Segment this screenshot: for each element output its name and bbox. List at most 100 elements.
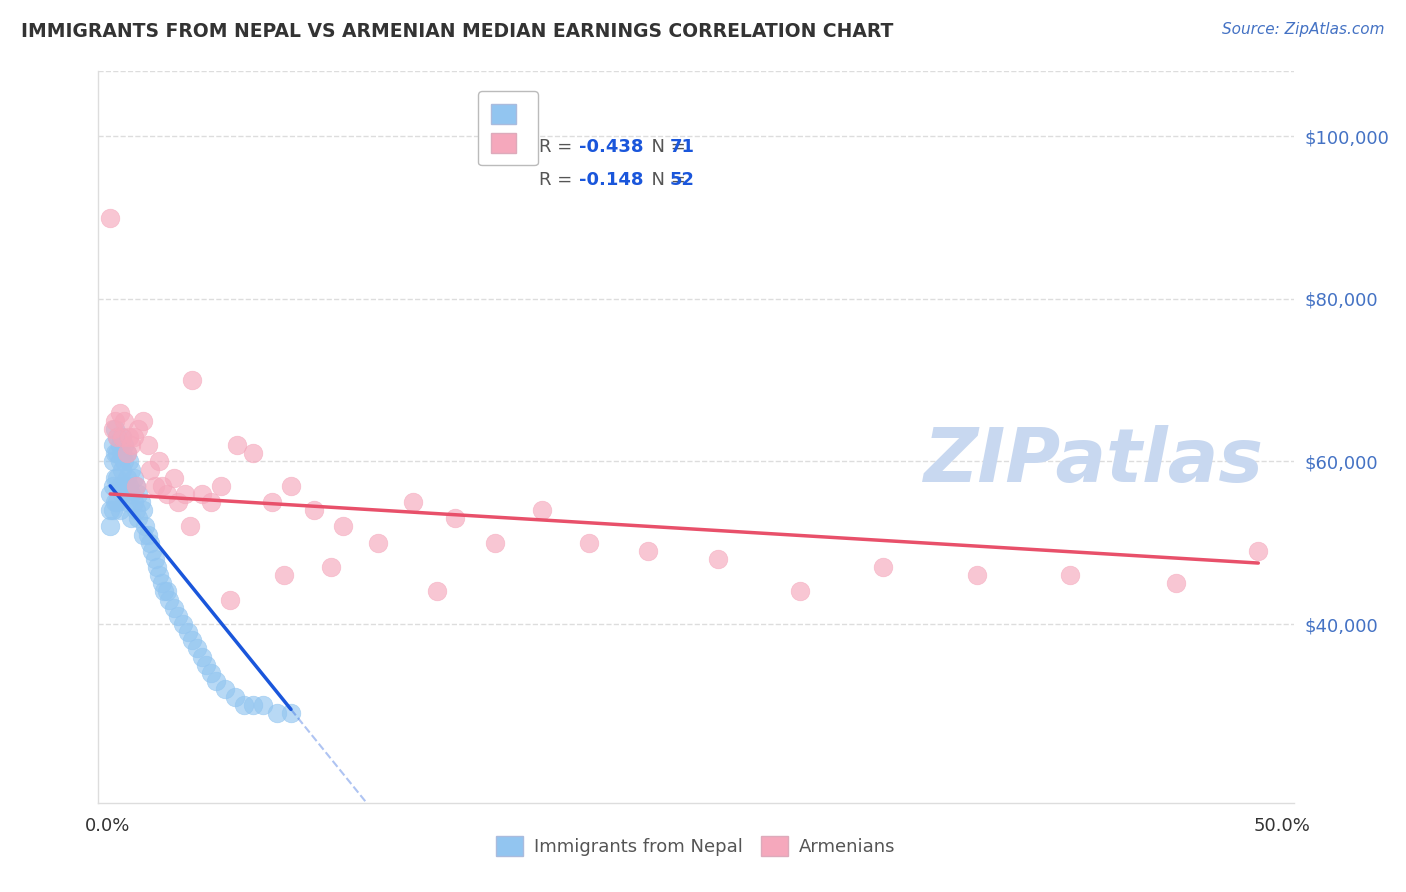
Point [108, 479, 131, 493]
Point [319, 560, 342, 574]
Point [101, 454, 124, 468]
Point [167, 495, 190, 509]
Point [195, 657, 218, 672]
Point [118, 430, 141, 444]
Point [304, 503, 326, 517]
Point [108, 503, 131, 517]
Point [444, 511, 467, 525]
Point [219, 592, 242, 607]
Point [139, 462, 162, 476]
Point [143, 479, 166, 493]
Point [132, 414, 155, 428]
Point [101, 479, 124, 493]
Point [125, 503, 148, 517]
Point [101, 503, 124, 517]
Text: -0.148: -0.148 [579, 170, 643, 189]
Point [262, 495, 284, 509]
Point [242, 698, 264, 713]
Point [105, 471, 128, 485]
Point [115, 495, 138, 509]
Point [112, 454, 135, 468]
Text: R =: R = [540, 138, 578, 156]
Point [118, 454, 141, 468]
Point [120, 438, 142, 452]
Point [104, 471, 127, 485]
Point [181, 373, 204, 387]
Point [172, 617, 194, 632]
Point [122, 430, 145, 444]
Point [108, 438, 131, 452]
Point [252, 698, 274, 713]
Point [105, 430, 128, 444]
Point [162, 600, 184, 615]
Text: 52: 52 [671, 170, 695, 189]
Point [150, 479, 173, 493]
Point [332, 519, 354, 533]
Text: Source: ZipAtlas.com: Source: ZipAtlas.com [1222, 22, 1385, 37]
Point [139, 535, 162, 549]
Legend: Immigrants from Nepal, Armenians: Immigrants from Nepal, Armenians [485, 825, 907, 867]
Point [224, 690, 246, 705]
Point [112, 438, 135, 452]
Point [1059, 568, 1081, 582]
Point [108, 406, 131, 420]
Point [132, 527, 155, 541]
Point [1247, 544, 1270, 558]
Point [141, 544, 163, 558]
Point [112, 479, 135, 493]
Point [204, 673, 226, 688]
Point [209, 479, 232, 493]
Point [115, 446, 138, 460]
Point [125, 479, 148, 493]
Point [186, 641, 208, 656]
Point [136, 527, 159, 541]
Point [484, 535, 506, 549]
Point [966, 568, 988, 582]
Point [120, 462, 142, 476]
Point [531, 503, 554, 517]
Point [98, 487, 121, 501]
Point [214, 681, 236, 696]
Point [127, 511, 149, 525]
Point [425, 584, 447, 599]
Point [157, 592, 180, 607]
Point [98, 503, 121, 517]
Point [402, 495, 425, 509]
Point [280, 706, 302, 721]
Point [233, 698, 256, 713]
Point [104, 414, 127, 428]
Point [190, 649, 212, 664]
Point [1166, 576, 1188, 591]
Point [273, 568, 295, 582]
Point [179, 519, 201, 533]
Point [143, 552, 166, 566]
Point [176, 625, 198, 640]
Point [115, 446, 138, 460]
Point [146, 560, 169, 574]
Text: IMMIGRANTS FROM NEPAL VS ARMENIAN MEDIAN EARNINGS CORRELATION CHART: IMMIGRANTS FROM NEPAL VS ARMENIAN MEDIAN… [21, 22, 893, 41]
Point [280, 479, 302, 493]
Point [200, 665, 222, 680]
Point [242, 446, 264, 460]
Point [181, 633, 204, 648]
Point [118, 479, 141, 493]
Point [127, 487, 149, 501]
Point [120, 511, 142, 525]
Point [367, 535, 389, 549]
Point [148, 454, 170, 468]
Point [111, 430, 134, 444]
Text: ZIPatlas: ZIPatlas [924, 425, 1264, 498]
Point [153, 584, 176, 599]
Point [136, 438, 159, 452]
Text: 71: 71 [671, 138, 695, 156]
Point [122, 471, 145, 485]
Point [98, 519, 121, 533]
Point [98, 211, 121, 225]
Point [226, 438, 249, 452]
Point [115, 471, 138, 485]
Point [155, 487, 177, 501]
Point [101, 422, 124, 436]
Point [104, 446, 127, 460]
Point [707, 552, 730, 566]
Point [105, 495, 128, 509]
